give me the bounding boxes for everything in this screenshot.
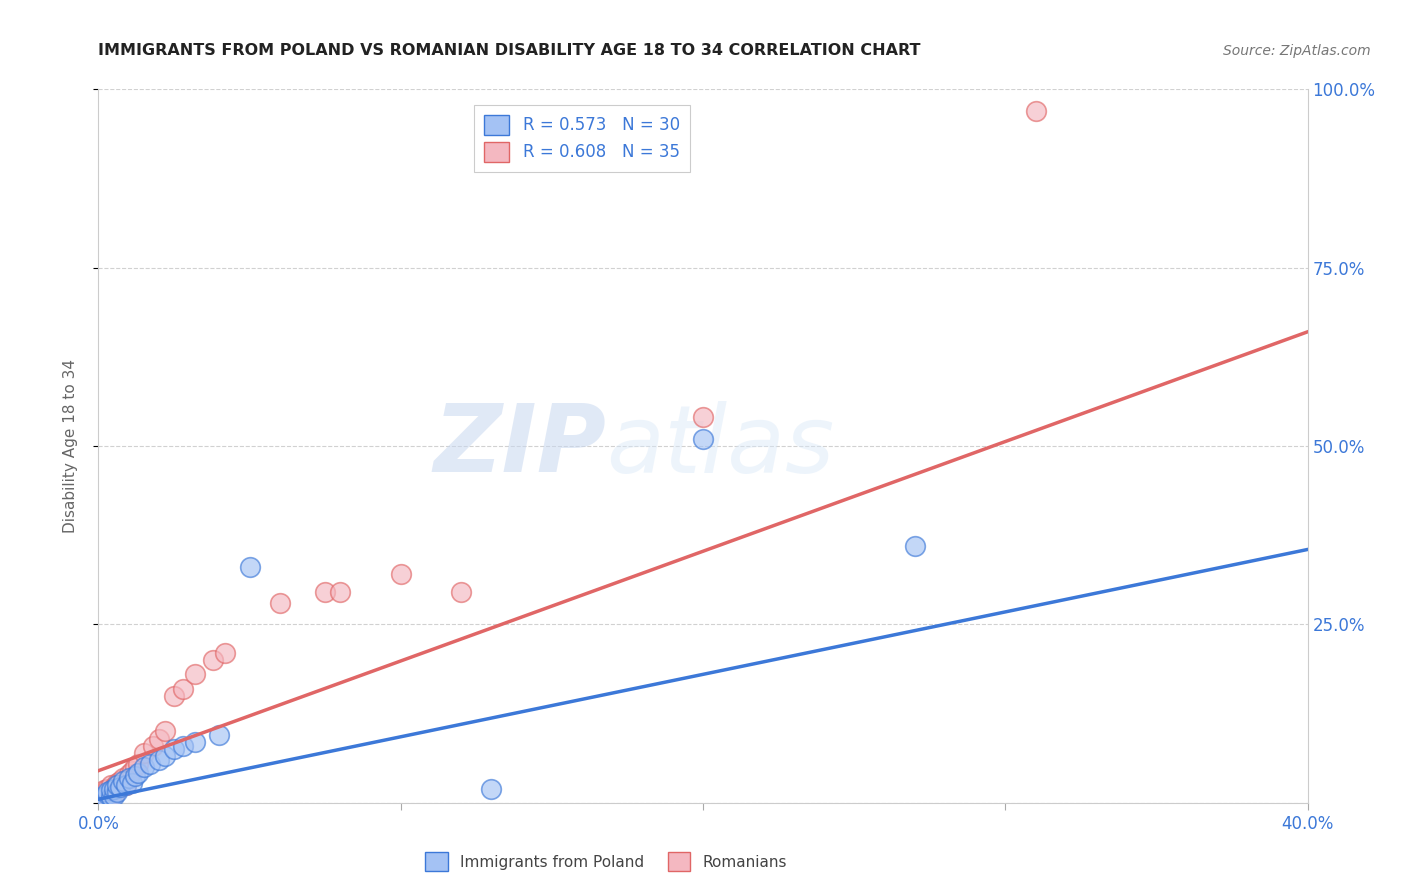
Point <box>93 790 115 805</box>
Point <box>114 778 136 792</box>
Point <box>96 785 118 799</box>
Point <box>148 731 170 746</box>
Point <box>100 783 122 797</box>
Point <box>127 756 149 771</box>
Point <box>105 785 128 799</box>
Point <box>105 778 128 792</box>
Point <box>1024 103 1046 118</box>
Point <box>103 781 125 796</box>
Point <box>96 787 118 801</box>
Point <box>148 753 170 767</box>
Point <box>108 774 131 789</box>
Point <box>481 781 503 796</box>
Point <box>153 724 176 739</box>
Point <box>105 776 128 790</box>
Point <box>692 410 714 425</box>
Point <box>329 585 352 599</box>
Point <box>142 739 165 753</box>
Text: Source: ZipAtlas.com: Source: ZipAtlas.com <box>1223 44 1371 58</box>
Point <box>124 760 146 774</box>
Text: IMMIGRANTS FROM POLAND VS ROMANIAN DISABILITY AGE 18 TO 34 CORRELATION CHART: IMMIGRANTS FROM POLAND VS ROMANIAN DISAB… <box>98 43 921 58</box>
Point <box>103 780 125 794</box>
Text: atlas: atlas <box>606 401 835 491</box>
Point <box>172 739 194 753</box>
Point <box>127 765 149 780</box>
Point <box>208 728 231 742</box>
Point <box>139 756 162 771</box>
Point <box>111 774 134 789</box>
Point <box>103 789 125 803</box>
Point <box>163 689 186 703</box>
Point <box>93 790 115 805</box>
Point <box>184 667 207 681</box>
Point <box>108 780 131 794</box>
Point <box>450 585 472 599</box>
Point <box>105 783 128 797</box>
Point <box>269 596 291 610</box>
Point <box>239 560 262 574</box>
Point <box>121 764 143 778</box>
Point <box>96 781 118 796</box>
Point <box>132 760 155 774</box>
Point <box>118 767 141 781</box>
Point <box>314 585 336 599</box>
Point <box>202 653 225 667</box>
Point <box>163 742 186 756</box>
Point <box>114 778 136 792</box>
Point <box>184 735 207 749</box>
Point <box>96 789 118 803</box>
Point <box>132 746 155 760</box>
Point <box>100 785 122 799</box>
Point <box>124 769 146 783</box>
Text: ZIP: ZIP <box>433 400 606 492</box>
Y-axis label: Disability Age 18 to 34: Disability Age 18 to 34 <box>63 359 77 533</box>
Point <box>103 787 125 801</box>
Point <box>90 792 112 806</box>
Point <box>121 776 143 790</box>
Point <box>93 783 115 797</box>
Point <box>172 681 194 696</box>
Point <box>389 567 412 582</box>
Legend: Immigrants from Poland, Romanians: Immigrants from Poland, Romanians <box>419 847 793 877</box>
Point <box>93 789 115 803</box>
Point <box>692 432 714 446</box>
Point <box>153 749 176 764</box>
Point <box>904 539 927 553</box>
Point <box>214 646 236 660</box>
Point <box>90 787 112 801</box>
Point <box>100 790 122 805</box>
Point <box>118 771 141 785</box>
Point <box>111 771 134 785</box>
Point <box>100 778 122 792</box>
Point <box>90 792 112 806</box>
